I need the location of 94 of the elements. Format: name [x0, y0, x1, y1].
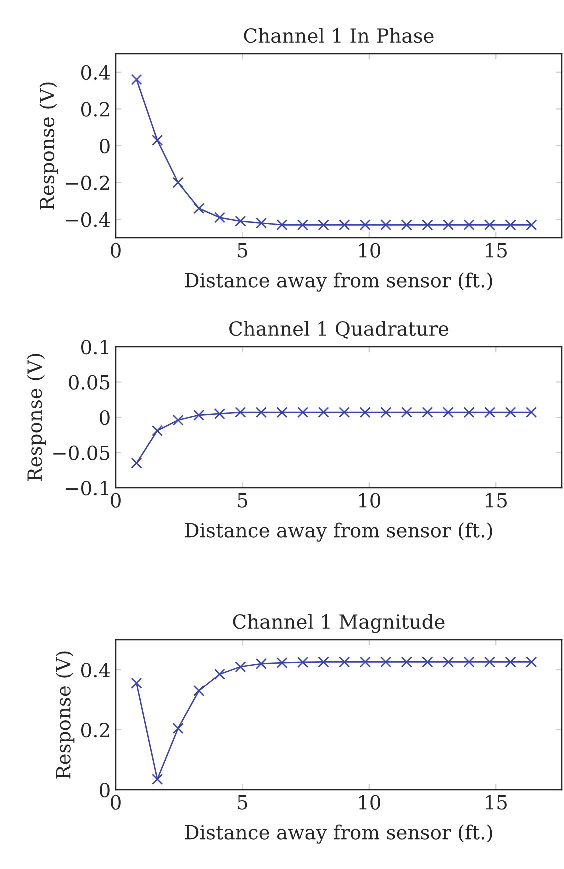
x-tick-label: 5 — [238, 493, 248, 508]
point — [297, 220, 309, 231]
point — [401, 407, 412, 418]
y-axis-title: Response (V) — [56, 652, 75, 779]
point — [297, 656, 309, 668]
point — [464, 220, 475, 231]
chart-title: Channel 1 Quadrature — [230, 321, 449, 340]
x-tick-label: 10 — [359, 243, 380, 258]
point — [276, 658, 288, 669]
point — [297, 407, 309, 418]
point — [318, 220, 330, 231]
y-tick-label: −0.1 — [66, 480, 108, 496]
point — [360, 656, 371, 668]
point — [276, 220, 288, 231]
y-tick-label: 0.05 — [69, 375, 110, 390]
y-tick-label: 0.2 — [82, 102, 110, 117]
point — [442, 220, 454, 231]
point — [422, 407, 434, 418]
point — [505, 407, 516, 418]
x-tick-label: 15 — [486, 493, 507, 508]
x-tick-label: 15 — [486, 243, 507, 258]
x-axis-title: Distance away from sensor (ft.) — [185, 824, 492, 844]
point — [339, 220, 350, 231]
x-tick-label: 5 — [238, 795, 248, 810]
point — [526, 656, 538, 668]
point — [380, 407, 392, 418]
point — [442, 407, 454, 418]
point — [484, 407, 496, 418]
point — [422, 220, 434, 231]
point — [172, 177, 184, 188]
point — [484, 220, 496, 231]
y-tick-label: 0 — [100, 138, 110, 154]
x-tick-label: 10 — [359, 795, 380, 810]
point — [318, 407, 330, 418]
x-tick-label: 0 — [111, 243, 121, 258]
point — [401, 220, 412, 231]
point — [526, 407, 538, 418]
y-tick-label: −0.4 — [66, 212, 110, 228]
point — [152, 134, 164, 146]
point — [235, 407, 246, 418]
y-axis-title: Response (V) — [27, 354, 46, 482]
chart-title: Channel 1 In Phase — [244, 28, 434, 44]
y-tick-label: −0.2 — [66, 176, 110, 190]
point — [131, 74, 142, 86]
point — [152, 774, 164, 786]
point — [194, 685, 205, 697]
point — [276, 407, 288, 418]
point — [505, 656, 516, 668]
chart-title: Channel 1 Magnitude — [233, 614, 445, 634]
x-tick-label: 15 — [486, 795, 507, 810]
point — [256, 218, 268, 229]
point — [235, 661, 246, 673]
y-tick-label: 0.2 — [82, 722, 110, 738]
point — [194, 203, 205, 214]
point — [422, 656, 434, 668]
y-tick-label: 0 — [100, 410, 110, 426]
point — [442, 656, 454, 668]
point — [526, 220, 538, 231]
point — [152, 425, 164, 436]
x-axis-title: Distance away from sensor (ft.) — [185, 522, 492, 542]
point — [339, 656, 350, 668]
point — [256, 407, 268, 418]
point — [464, 407, 475, 418]
point — [401, 656, 412, 668]
point — [380, 220, 392, 231]
x-tick-label: 0 — [111, 493, 121, 508]
point — [464, 656, 475, 668]
point — [256, 658, 268, 670]
point — [131, 458, 142, 469]
y-tick-label: 0.4 — [82, 65, 110, 80]
y-tick-label: 0 — [100, 782, 110, 798]
point — [214, 408, 226, 420]
point — [131, 678, 142, 690]
y-tick-label: 0.4 — [82, 662, 110, 678]
point — [214, 668, 226, 680]
point — [318, 656, 330, 668]
point — [360, 407, 371, 418]
point — [505, 220, 516, 231]
point — [172, 722, 184, 734]
point — [235, 216, 246, 227]
point — [339, 407, 350, 418]
x-axis-title: Distance away from sensor (ft.) — [185, 272, 492, 292]
y-tick-label: 0.1 — [82, 340, 108, 355]
x-tick-label: 5 — [238, 243, 248, 258]
point — [172, 414, 184, 426]
point — [360, 220, 371, 231]
y-tick-label: −0.05 — [54, 446, 110, 460]
y-axis-title: Response (V) — [40, 82, 58, 210]
point — [484, 656, 496, 668]
point — [214, 212, 226, 224]
x-tick-label: 10 — [359, 493, 380, 508]
point — [194, 410, 205, 421]
point — [380, 656, 392, 668]
x-tick-label: 0 — [111, 795, 121, 810]
